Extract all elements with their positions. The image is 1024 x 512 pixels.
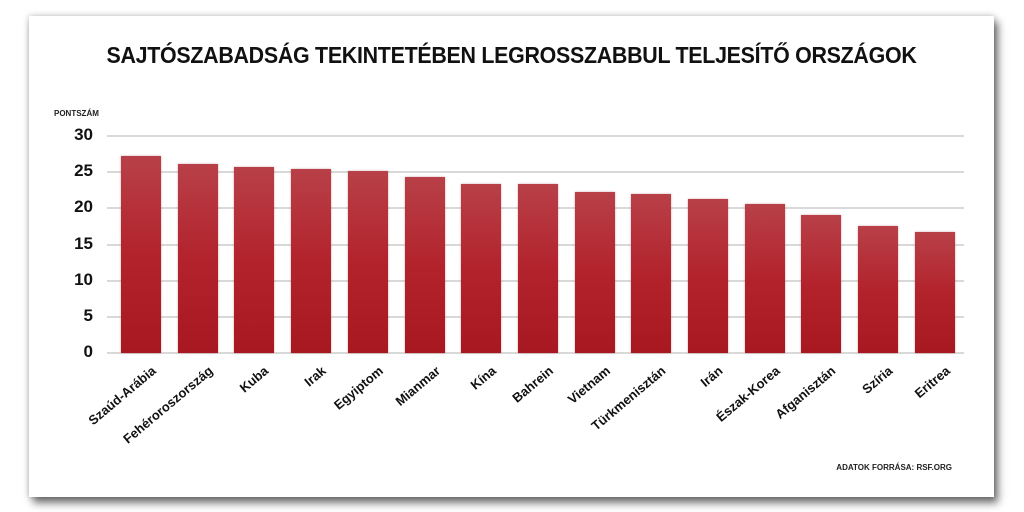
bar [291, 168, 332, 353]
bar [858, 226, 899, 353]
y-tick-label: 15 [74, 233, 93, 253]
bar [801, 214, 842, 353]
y-tick-label: 0 [83, 342, 93, 361]
y-tick-label: 30 [74, 125, 93, 144]
x-tick-label: Bahrein [509, 363, 556, 406]
source-note: ADATOK FORRÁSA: RSF.ORG [836, 463, 952, 472]
x-tick-label: Vietnam [564, 363, 613, 407]
bar [688, 198, 728, 353]
plot-area: 0 5 10 15 20 25 30 Szaúd-Arábia Fehéroroszország… [29, 16, 994, 497]
y-tick-label: 10 [74, 269, 93, 289]
bar [744, 203, 785, 353]
bar [234, 167, 275, 353]
x-tick-label: Kína [467, 363, 500, 393]
bar [121, 156, 161, 353]
x-tick-label: Irán [697, 363, 726, 390]
bar [914, 232, 955, 353]
chart-title: SAJTÓSZABADSÁG TEKINTETÉBEN LEGROSSZABBU… [106, 42, 917, 68]
x-tick-label: Szíria [859, 363, 896, 397]
y-tick-label: 20 [74, 197, 93, 217]
y-tick-label: 25 [74, 161, 93, 181]
bar [517, 184, 558, 353]
x-tick-label: Eritrea [911, 363, 953, 401]
bar [631, 193, 672, 353]
x-tick-label: Irak [301, 363, 329, 390]
x-tick-label: Egyiptom [330, 363, 386, 413]
chart-card: SAJTÓSZABADSÁG TEKINTETÉBEN LEGROSSZABBU… [29, 16, 994, 497]
bar [574, 191, 615, 353]
gridline [107, 135, 964, 137]
gridline [107, 352, 964, 354]
x-tick-label: Afganisztán [772, 363, 839, 422]
bar [404, 176, 445, 353]
bar [347, 171, 388, 353]
x-tick-label: Kuba [236, 363, 272, 396]
y-axis-label: PONTSZÁM [54, 109, 99, 118]
y-tick-label: 5 [83, 305, 93, 325]
bar [461, 184, 502, 353]
x-tick-label: Mianmar [392, 363, 443, 409]
gridline [107, 171, 964, 174]
bar [177, 164, 218, 353]
